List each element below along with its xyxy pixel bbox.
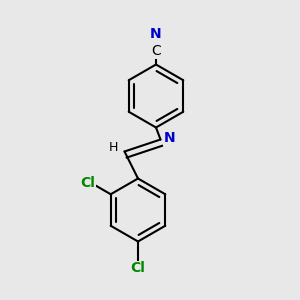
Text: N: N	[164, 131, 175, 145]
Text: N: N	[150, 28, 162, 41]
Text: H: H	[108, 141, 118, 154]
Text: C: C	[151, 44, 161, 58]
Text: Cl: Cl	[130, 262, 146, 275]
Text: Cl: Cl	[80, 176, 95, 190]
